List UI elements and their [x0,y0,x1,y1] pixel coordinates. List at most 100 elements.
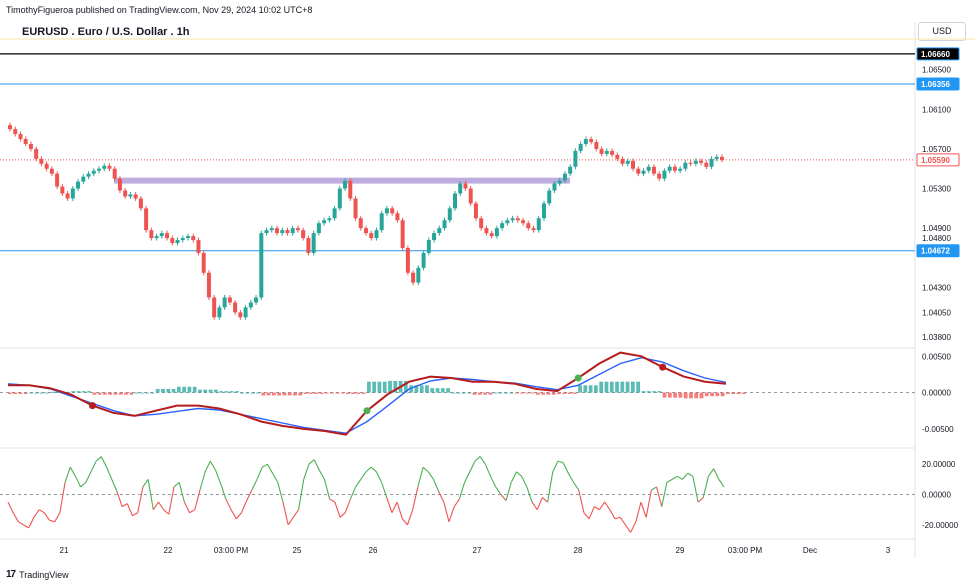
macd-histogram-bar [124,392,128,395]
macd-histogram-bar [314,392,318,395]
price-axis-tick: 1.03800 [922,333,951,342]
candle-body [505,220,510,224]
rsi-line-segment [375,471,383,483]
rsi-line-segment [531,501,538,511]
rsi-line-segment [521,476,528,488]
rsi-line-segment [209,460,217,471]
rsi-line-segment [624,524,632,533]
candle-body [217,307,222,318]
rsi-line-segment [484,463,492,477]
candle-body [102,165,107,169]
currency-selector[interactable]: USD [918,22,966,41]
candle-body [432,233,437,241]
symbol-title[interactable]: EURUSD . Euro / U.S. Dollar . 1h [22,26,190,38]
candle-body [322,220,327,224]
candle-body [117,178,122,191]
rsi-line-segment [458,482,466,500]
candle-body [547,190,552,204]
candle-body [254,297,259,303]
candle-body [165,233,170,239]
candle-body [494,228,499,237]
candle-body [138,198,143,209]
candle-body [295,228,300,231]
candle-body [405,247,410,273]
rsi-line-segment [246,489,253,501]
macd-histogram-bar [630,381,635,393]
macd-histogram-bar [488,392,493,395]
candle-body [264,230,269,234]
candle-body [353,198,358,219]
macd-histogram-bar [66,391,70,393]
macd-histogram-bar [150,392,155,394]
candle-body [599,148,604,154]
candle-body [70,188,75,199]
candle-body [426,240,431,253]
candle-body [128,194,133,197]
rsi-line-segment [54,512,61,523]
candle-body [112,168,117,179]
top-bar: TimothyFigueroa published on TradingView… [0,0,975,22]
macd-histogram-bar [440,388,445,393]
macd-histogram-bar [467,392,472,394]
time-axis-tick: 03:00 PM [214,546,249,555]
candle-body [275,228,279,234]
candle-body [269,228,274,231]
rsi-line-segment [412,486,419,510]
rsi-line-segment [116,491,123,507]
candle-body [662,170,667,179]
candle-body [311,233,316,253]
macd-histogram-bar [604,381,609,393]
macd-histogram-bar [224,391,229,393]
macd-histogram-bar [240,392,245,394]
candle-body [442,220,447,229]
macd-histogram-bar [356,392,361,395]
rsi-line-segment [23,524,30,529]
macd-histogram-bar [34,392,39,394]
candle-body [186,236,190,239]
macd-histogram-bar [372,381,377,393]
rsi-line-segment [692,476,699,503]
macd-histogram-bar [345,392,350,395]
candle-body [557,180,562,184]
rsi-line-segment [318,469,325,480]
rsi-line-segment [396,501,403,519]
rsi-line-segment [578,489,585,513]
macd-histogram-bar [694,392,699,399]
macd-histogram-bar [615,381,619,393]
candle-body [60,186,65,194]
rsi-line-segment [604,501,611,511]
price-label-box [916,77,960,91]
rsi-line-segment [215,470,222,485]
rsi-line-segment [656,486,663,507]
macd-histogram-bar [731,392,736,395]
macd-histogram-bar [256,392,260,394]
macd-histogram-bar [625,381,630,393]
macd-histogram-bar [541,392,545,395]
candle-body [327,218,332,221]
macd-histogram-bar [176,386,181,393]
macd-histogram-bar [250,392,255,394]
rsi-line-segment [163,509,170,515]
macd-histogram-bar [588,385,593,393]
rsi-line-segment [438,491,445,503]
macd-histogram-bar [509,392,514,394]
rsi-line-segment [220,483,227,500]
macd-histogram-bar [303,392,308,395]
macd-histogram-bar [97,392,102,395]
macd-histogram-bar [166,388,171,393]
candle-body [468,188,473,204]
candle-body [678,168,683,171]
rsi-line-segment [619,516,626,526]
candle-body [604,150,609,154]
price-label-box [916,244,960,258]
rsi-line-segment [100,456,108,468]
macd-histogram-bar [203,389,208,393]
candle-body [458,183,463,194]
tradingview-logo[interactable]: 17 TradingView [6,569,69,580]
macd-histogram-bar [636,381,641,393]
rsi-line-segment [261,463,268,468]
candle-body [515,218,520,221]
candle-body [28,143,33,149]
candle-body [133,194,138,199]
